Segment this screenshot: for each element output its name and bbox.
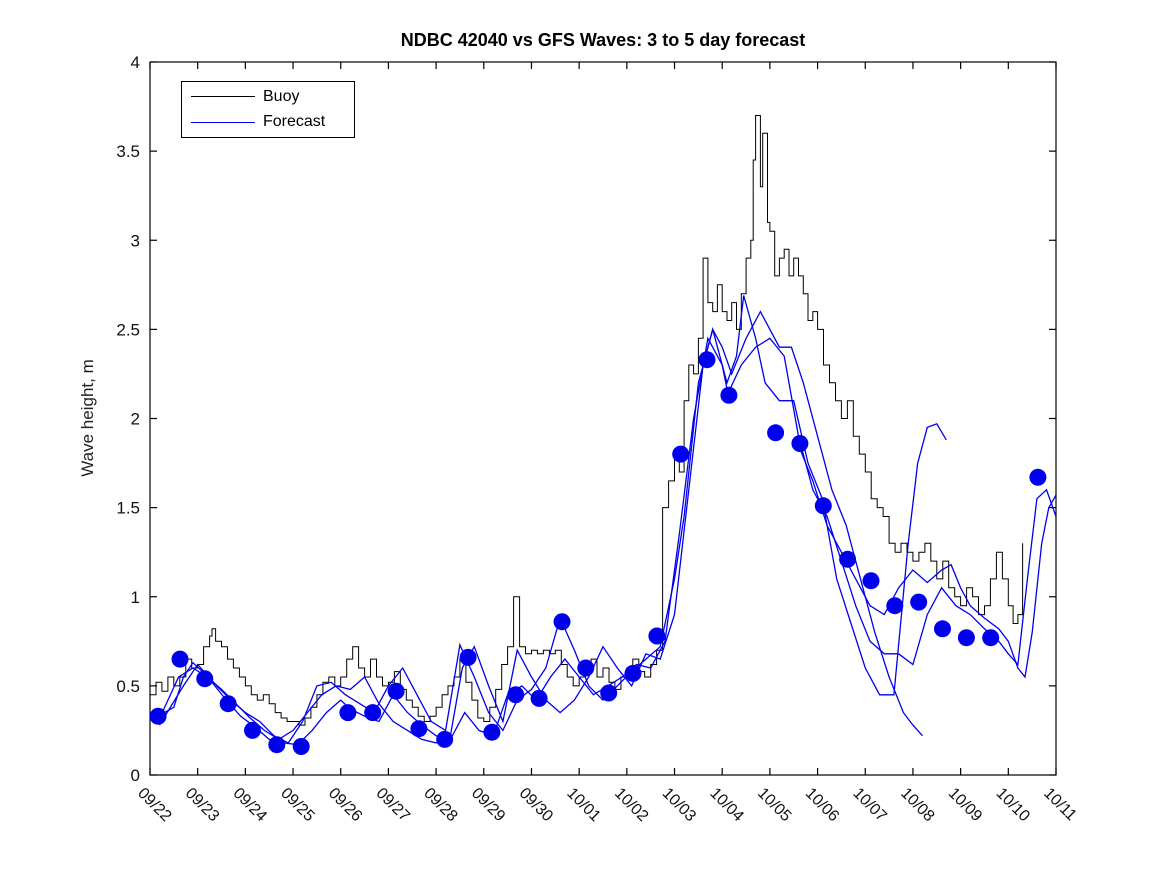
forecast-marker xyxy=(149,707,167,725)
forecast-marker xyxy=(196,670,214,688)
x-tick-label: 10/11 xyxy=(1040,785,1080,825)
x-tick-label: 10/01 xyxy=(563,785,603,825)
forecast-marker xyxy=(982,629,1000,647)
x-tick-label: 09/25 xyxy=(277,785,317,825)
y-tick-label: 3 xyxy=(131,231,140,250)
forecast-marker xyxy=(839,550,857,568)
x-tick-label: 09/23 xyxy=(182,785,222,825)
buoy-line-sample xyxy=(191,96,255,98)
legend-box: Buoy Forecast xyxy=(181,81,355,138)
forecast-marker xyxy=(483,723,501,741)
forecast-marker xyxy=(791,435,809,452)
forecast-marker xyxy=(171,650,189,668)
forecast-marker xyxy=(672,445,690,463)
legend-label-forecast: Forecast xyxy=(263,113,326,131)
forecast-marker xyxy=(720,386,738,404)
x-tick-label: 10/05 xyxy=(754,785,794,825)
forecast-marker xyxy=(292,738,310,755)
forecast-marker xyxy=(910,593,928,611)
forecast-marker xyxy=(219,695,237,713)
x-tick-label: 10/08 xyxy=(897,785,937,825)
forecast-line xyxy=(797,444,1057,679)
y-tick-label: 2 xyxy=(131,410,140,429)
x-tick-label: 09/28 xyxy=(420,785,460,825)
y-tick-label: 2.5 xyxy=(116,320,140,339)
x-tick-label: 10/04 xyxy=(706,785,746,825)
forecast-marker xyxy=(244,721,261,739)
x-tick-label: 09/27 xyxy=(373,785,413,825)
forecast-marker xyxy=(507,686,525,704)
chart-title: NDBC 42040 vs GFS Waves: 3 to 5 day fore… xyxy=(400,30,806,50)
x-tick-label: 09/29 xyxy=(468,785,508,825)
forecast-marker xyxy=(886,597,904,615)
y-tick-label: 4 xyxy=(131,53,140,72)
forecast-marker xyxy=(577,659,595,677)
y-tick-label: 1 xyxy=(131,588,140,607)
legend-label-buoy: Buoy xyxy=(263,87,300,105)
forecast-marker xyxy=(1029,468,1047,486)
buoy-line xyxy=(150,115,1024,726)
forecast-marker xyxy=(530,689,548,707)
x-tick-label: 09/24 xyxy=(230,785,270,825)
forecast-marker xyxy=(268,736,286,754)
forecast-marker xyxy=(339,704,357,722)
forecast-marker xyxy=(553,613,571,631)
y-tick-label: 0 xyxy=(131,766,140,785)
forecast-marker xyxy=(934,620,951,638)
x-tick-label: 09/30 xyxy=(516,785,556,825)
x-tick-label: 09/26 xyxy=(325,785,365,825)
forecast-marker xyxy=(624,664,642,682)
x-tick-label: 10/03 xyxy=(659,785,699,825)
y-tick-label: 1.5 xyxy=(116,499,140,518)
x-tick-label: 09/22 xyxy=(134,785,174,825)
forecast-marker xyxy=(364,704,382,722)
forecast-marker xyxy=(600,684,618,702)
forecast-line xyxy=(158,310,923,744)
x-tick-label: 10/07 xyxy=(849,785,889,825)
forecast-marker xyxy=(814,497,832,515)
y-tick-label: 0.5 xyxy=(116,677,140,696)
forecast-line xyxy=(157,336,1057,746)
x-tick-label: 10/06 xyxy=(802,785,842,825)
forecast-marker xyxy=(862,572,880,590)
forecast-marker xyxy=(436,730,454,748)
legend-item-forecast: Forecast xyxy=(182,111,354,133)
forecast-marker xyxy=(648,627,666,645)
forecast-marker xyxy=(767,424,785,442)
forecast-line-sample xyxy=(191,121,255,123)
forecast-marker xyxy=(698,351,716,369)
forecast-marker xyxy=(957,629,975,647)
y-tick-label: 3.5 xyxy=(116,142,140,161)
forecast-marker xyxy=(459,648,477,666)
legend-item-buoy: Buoy xyxy=(182,86,354,108)
x-tick-label: 10/02 xyxy=(611,785,651,825)
forecast-marker xyxy=(387,682,405,700)
x-tick-label: 10/09 xyxy=(945,785,985,825)
forecast-marker xyxy=(410,720,428,738)
x-tick-label: 10/10 xyxy=(992,785,1032,825)
y-axis-label: Wave height, m xyxy=(78,359,97,477)
